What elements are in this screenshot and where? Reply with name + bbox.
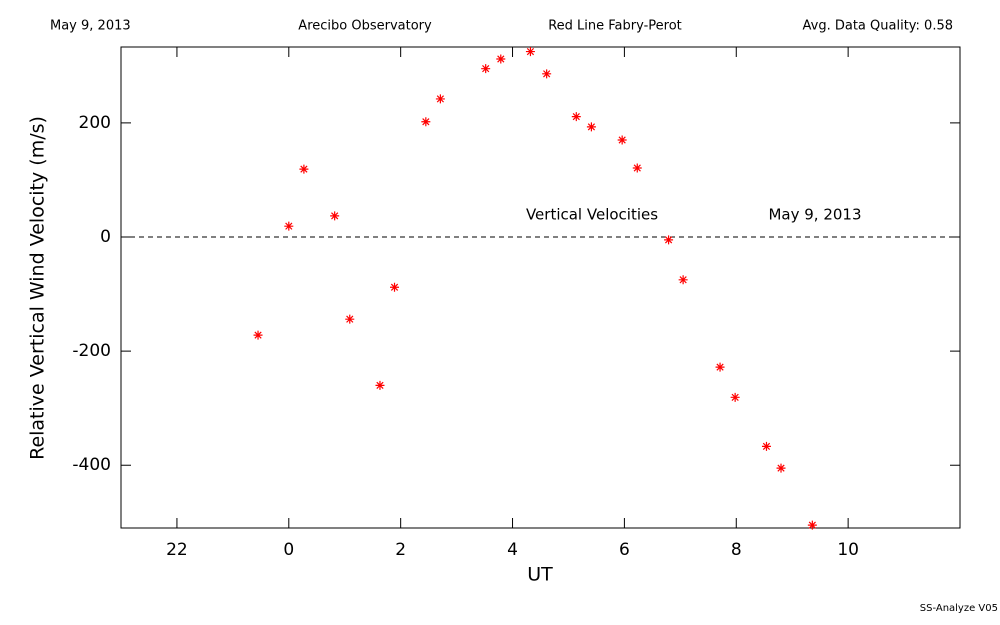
data-point: [375, 380, 385, 390]
data-point: [715, 362, 725, 372]
x-tick-label: 6: [619, 540, 630, 560]
data-point: [525, 47, 535, 57]
y-tick-label: 0: [100, 227, 111, 247]
data-point: [345, 314, 355, 324]
data-point: [678, 275, 688, 285]
data-point: [299, 164, 309, 174]
header-instrument: Red Line Fabry-Perot: [548, 19, 682, 34]
data-point: [571, 112, 581, 122]
data-point: [632, 163, 642, 173]
data-point: [481, 64, 491, 74]
header-quality: Avg. Data Quality: 0.58: [803, 19, 953, 34]
data-point: [730, 392, 740, 402]
x-tick-label: 0: [283, 540, 294, 560]
data-point: [542, 69, 552, 79]
data-point: [761, 441, 771, 451]
y-tick-label: -200: [72, 341, 111, 361]
data-point: [435, 94, 445, 104]
plot-frame: [120, 46, 961, 529]
x-axis-label: UT: [527, 564, 553, 586]
data-point: [664, 235, 674, 245]
data-point: [330, 211, 340, 221]
y-tick-label: -400: [72, 455, 111, 475]
x-tick-label: 2: [395, 540, 406, 560]
data-point: [390, 282, 400, 292]
x-tick-label: 10: [837, 540, 859, 560]
footer: SS-Analyze V05: [920, 603, 998, 614]
header-date: May 9, 2013: [50, 19, 131, 34]
data-point: [253, 330, 263, 340]
y-axis-label: Relative Vertical Wind Velocity (m/s): [27, 116, 49, 460]
annotation: May 9, 2013: [768, 206, 861, 224]
data-point: [421, 117, 431, 127]
annotation: Vertical Velocities: [526, 206, 658, 224]
x-tick-label: 22: [166, 540, 188, 560]
x-tick-label: 8: [731, 540, 742, 560]
data-point: [284, 221, 294, 231]
data-point: [496, 54, 506, 64]
data-point: [807, 520, 817, 530]
x-tick-label: 4: [507, 540, 518, 560]
data-point: [617, 135, 627, 145]
data-point: [776, 463, 786, 473]
data-point: [586, 122, 596, 132]
header-site: Arecibo Observatory: [298, 19, 432, 34]
y-tick-label: 200: [79, 113, 111, 133]
